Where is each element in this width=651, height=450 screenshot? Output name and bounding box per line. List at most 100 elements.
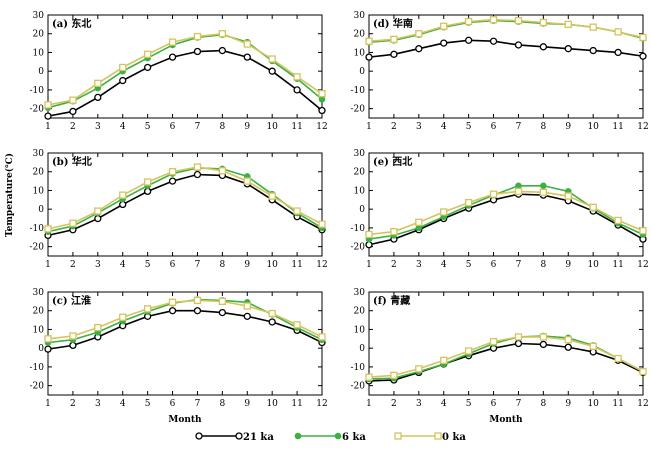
legend: 21 ka 6 ka 0 ka — [195, 432, 466, 443]
x-tick-label: 2 — [70, 260, 76, 270]
y-tick-label: -10 — [30, 224, 45, 234]
legend-marker — [235, 432, 243, 440]
data-point-0ka — [614, 354, 622, 363]
data-point-21ka — [293, 86, 301, 94]
data-point-0ka — [440, 22, 448, 30]
x-tick-label: 6 — [491, 260, 497, 270]
legend-label: 21 ka — [243, 432, 274, 443]
x-tick-label: 6 — [491, 122, 497, 132]
data-point-21ka — [119, 200, 127, 209]
y-tick-label: 30 — [33, 288, 45, 298]
data-point-0ka — [415, 218, 423, 226]
x-tick-label: 5 — [466, 399, 472, 409]
y-tick-label: -20 — [351, 105, 366, 115]
y-tick-label: -20 — [30, 382, 45, 392]
data-point-21ka — [365, 241, 373, 249]
series-line-0ka — [368, 190, 644, 236]
data-point-0ka — [268, 55, 276, 63]
data-point-0ka — [44, 101, 52, 109]
data-point-21ka — [193, 307, 202, 315]
x-tick-label: 9 — [244, 260, 250, 270]
y-tick-label: 10 — [354, 325, 366, 335]
data-point-0ka — [539, 188, 548, 196]
x-tick-label: 5 — [145, 122, 151, 132]
data-point-21ka — [168, 307, 177, 315]
data-point-21ka — [539, 340, 548, 349]
data-point-0ka — [143, 50, 152, 58]
data-point-0ka — [390, 371, 398, 379]
x-tick-label: 1 — [45, 122, 51, 132]
x-tick-label: 8 — [219, 122, 225, 132]
y-tick-label: 20 — [33, 307, 45, 317]
data-point-0ka — [390, 35, 398, 43]
x-tick-label: 6 — [491, 399, 497, 409]
x-tick-label: 4 — [441, 260, 447, 270]
y-tick-label: 30 — [354, 288, 366, 298]
y-tick-label: 30 — [354, 11, 366, 21]
data-point-21ka — [268, 318, 276, 326]
series-line-0ka — [47, 166, 323, 230]
data-point-0ka — [589, 342, 597, 350]
data-point-0ka — [293, 73, 301, 81]
x-tick-label: 10 — [587, 122, 599, 132]
legend-entry-21ka: 21 ka — [195, 432, 274, 443]
data-point-0ka — [143, 178, 152, 186]
data-point-0ka — [564, 336, 572, 344]
series-line-0ka — [47, 299, 323, 340]
legend-marker — [195, 432, 203, 440]
y-tick-label: -10 — [30, 363, 45, 373]
data-point-21ka — [489, 37, 498, 45]
y-tick-label: 0 — [359, 67, 365, 77]
data-point-21ka — [390, 50, 398, 58]
y-tick-label: 10 — [33, 325, 45, 335]
x-tick-label: 9 — [565, 260, 571, 270]
y-tick-label: 20 — [354, 307, 366, 317]
x-tick-label: 3 — [95, 122, 101, 132]
x-tick-label: 1 — [366, 399, 372, 409]
x-tick-label: 12 — [637, 260, 648, 270]
y-tick-label: 30 — [354, 149, 366, 159]
data-point-21ka — [514, 41, 523, 49]
x-tick-label: 4 — [441, 122, 447, 132]
y-tick-label: -10 — [30, 86, 45, 96]
plot-frame — [368, 291, 644, 396]
data-point-0ka — [193, 163, 202, 171]
data-point-21ka — [44, 345, 52, 353]
data-point-0ka — [318, 333, 326, 341]
x-tick-label: 3 — [95, 260, 101, 270]
legend-entry-0ka: 0 ka — [394, 432, 466, 443]
x-tick-label: 8 — [219, 399, 225, 409]
x-axis-label: Month — [168, 415, 202, 425]
x-tick-label: 7 — [195, 399, 201, 409]
x-tick-label: 8 — [540, 399, 546, 409]
x-tick-label: 5 — [466, 260, 472, 270]
data-point-0ka — [415, 365, 423, 373]
x-tick-label: 8 — [219, 260, 225, 270]
y-tick-label: 0 — [38, 67, 44, 77]
data-point-0ka — [119, 313, 127, 321]
x-tick-label: 6 — [170, 260, 176, 270]
data-point-0ka — [514, 16, 523, 25]
x-tick-label: 8 — [540, 122, 546, 132]
y-tick-label: 10 — [33, 186, 45, 196]
series-line-21ka — [368, 342, 644, 382]
data-point-21ka — [94, 93, 102, 102]
x-tick-label: 1 — [366, 260, 372, 270]
data-point-0ka — [639, 33, 647, 42]
y-tick-label: 0 — [359, 344, 365, 354]
x-tick-label: 12 — [316, 122, 327, 132]
series-line-21ka — [47, 309, 323, 350]
legend-entry-6ka: 6 ka — [294, 432, 366, 443]
series-line-0ka — [368, 18, 644, 43]
data-point-0ka — [168, 168, 177, 176]
data-point-0ka — [243, 302, 251, 310]
x-tick-label: 12 — [637, 122, 648, 132]
data-point-0ka — [44, 335, 52, 343]
data-point-0ka — [94, 207, 102, 215]
data-point-21ka — [119, 76, 127, 85]
x-tick-label: 2 — [391, 399, 397, 409]
data-point-21ka — [464, 36, 473, 44]
panel-label: (b) 华北 — [52, 155, 92, 168]
data-point-0ka — [218, 297, 227, 306]
